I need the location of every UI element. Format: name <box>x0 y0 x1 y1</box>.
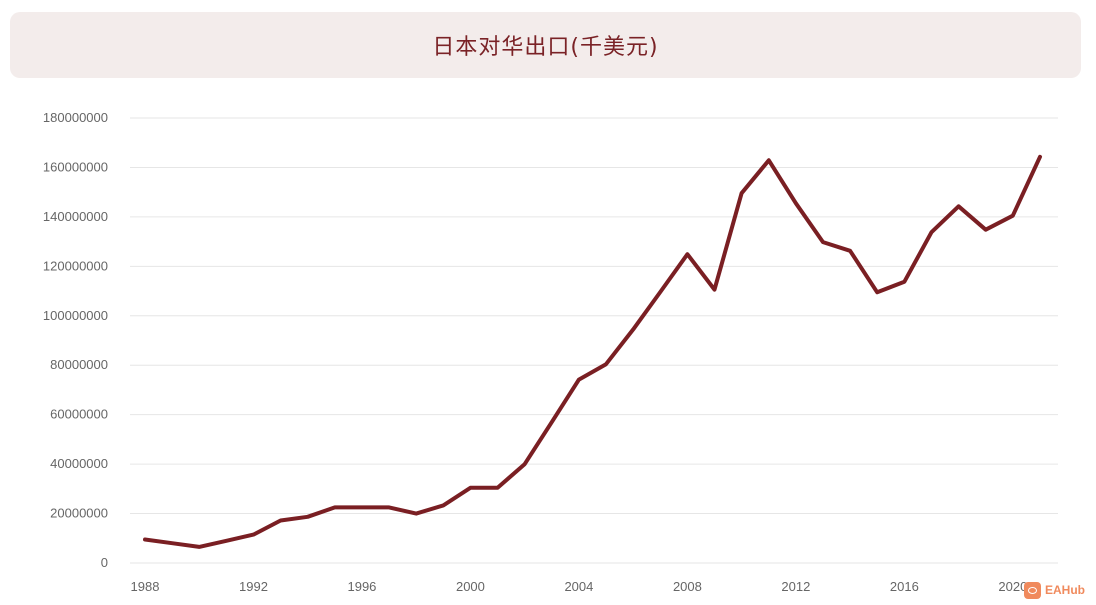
y-tick-label: 100000000 <box>43 308 108 323</box>
x-tick-label: 2020 <box>998 579 1027 594</box>
y-tick-label: 180000000 <box>43 110 108 125</box>
y-tick-label: 20000000 <box>50 506 108 521</box>
watermark-text: EAHub <box>1045 583 1085 597</box>
watermark: EAHub <box>1024 580 1085 600</box>
y-tick-label: 60000000 <box>50 407 108 422</box>
y-tick-label: 120000000 <box>43 258 108 273</box>
y-tick-label: 40000000 <box>50 456 108 471</box>
series-line <box>143 154 1042 549</box>
x-tick-label: 2008 <box>673 579 702 594</box>
y-tick-label: 0 <box>101 555 108 570</box>
y-tick-label: 80000000 <box>50 357 108 372</box>
chart-title: 日本对华出口(千美元) <box>432 35 659 60</box>
x-tick-label: 1992 <box>239 579 268 594</box>
y-tick-label: 140000000 <box>43 209 108 224</box>
eahub-logo-icon <box>1024 581 1041 599</box>
x-tick-label: 1996 <box>347 579 376 594</box>
x-tick-label: 2000 <box>456 579 485 594</box>
x-tick-label: 2004 <box>564 579 593 594</box>
chart-title-bar: 日本对华出口(千美元) <box>10 12 1081 78</box>
x-tick-label: 1988 <box>131 579 160 594</box>
x-tick-label: 2012 <box>781 579 810 594</box>
x-tick-label: 2016 <box>890 579 919 594</box>
y-tick-label: 160000000 <box>43 159 108 174</box>
